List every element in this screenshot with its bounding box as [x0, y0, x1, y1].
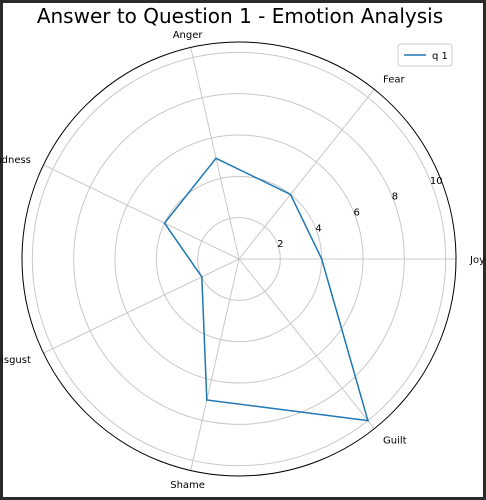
category-label: Joy — [469, 255, 485, 266]
radial-tick-label: 2 — [277, 239, 283, 250]
category-label: Disgust — [0, 355, 31, 366]
grid-spoke — [190, 258, 240, 471]
series-layer — [163, 157, 369, 422]
category-label: Fear — [383, 74, 405, 85]
outer-frame-circle — [21, 41, 457, 477]
category-label: Sadness — [0, 155, 31, 166]
legend-label: q 1 — [432, 51, 448, 62]
category-labels: Joy Fear Anger Sadness Disgust Shame Guilt — [0, 30, 485, 491]
grid-spoke — [238, 89, 375, 260]
grid-spoke — [190, 47, 240, 260]
radial-tick-label: 10 — [430, 176, 443, 187]
category-label: Guilt — [383, 436, 407, 447]
radial-tick-label: 4 — [315, 223, 321, 234]
grid-spoke — [43, 164, 240, 260]
legend: q 1 — [397, 43, 453, 67]
series-point — [367, 419, 369, 422]
series-point — [163, 222, 166, 224]
series-point — [215, 157, 217, 160]
category-label: Shame — [170, 480, 205, 491]
grid-spoke — [43, 258, 240, 354]
category-label: Anger — [173, 30, 204, 41]
radial-tick-label: 6 — [354, 208, 360, 219]
grid-spoke — [238, 258, 375, 429]
series-point — [320, 258, 323, 260]
angular-grid — [43, 47, 456, 471]
series-point — [200, 276, 203, 278]
radial-tick-labels: 2 4 6 8 10 — [277, 176, 442, 250]
radial-tick-label: 8 — [392, 192, 398, 203]
series-point — [206, 399, 208, 401]
chart-title: Answer to Question 1 - Emotion Analysis — [37, 4, 443, 28]
series-point — [289, 193, 292, 196]
series-line — [163, 157, 369, 422]
